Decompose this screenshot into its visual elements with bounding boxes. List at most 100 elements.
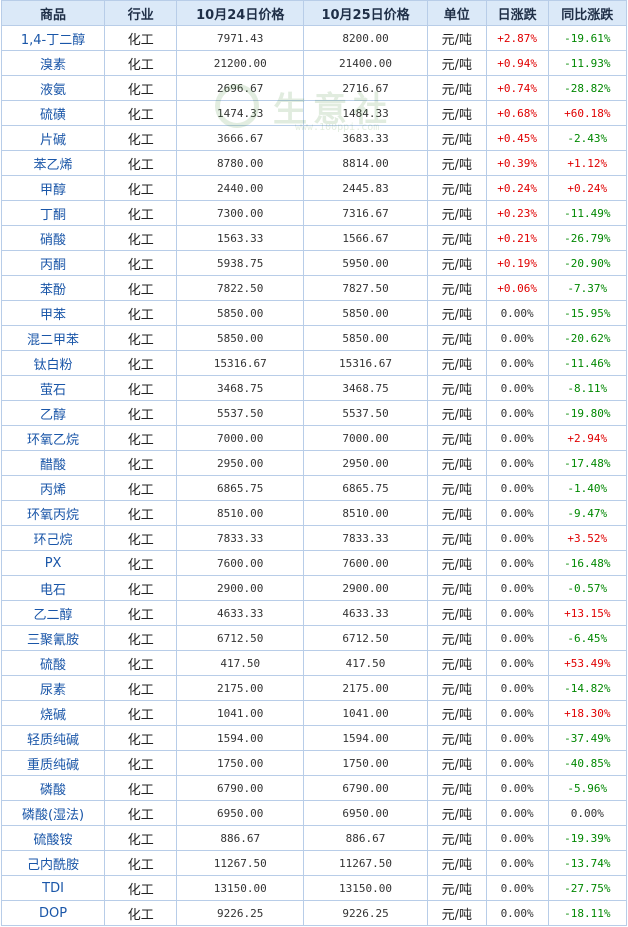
product-name-link[interactable]: 乙醇 [0,400,106,426]
daily-change-cell: +0.19% [485,250,549,276]
product-name-link[interactable]: 丙酮 [0,250,106,276]
product-name-link[interactable]: 轻质纯碱 [0,725,106,751]
price-oct25-cell: 7000.00 [303,425,428,451]
product-name-link[interactable]: 电石 [0,575,106,601]
product-name-link[interactable]: 重质纯碱 [0,750,106,776]
product-name-link[interactable]: 甲苯 [0,300,106,326]
product-name-link[interactable]: 环氧丙烷 [0,500,106,526]
daily-change-cell: +0.74% [485,75,549,101]
table-row: 硫酸铵 化工 886.67 886.67 元/吨 0.00% -19.39% [0,825,628,851]
product-name-link[interactable]: 1,4-丁二醇 [0,25,106,51]
product-name-link[interactable]: 硫磺 [0,100,106,126]
daily-change-cell: 0.00% [485,600,549,626]
unit-cell: 元/吨 [426,750,487,776]
daily-change-cell: 0.00% [485,525,549,551]
price-oct24-cell: 7822.50 [176,275,305,301]
price-oct24-cell: 2175.00 [176,675,305,701]
yoy-change-cell: -19.61% [547,25,628,51]
unit-cell: 元/吨 [426,575,487,601]
table-row: 硫酸 化工 417.50 417.50 元/吨 0.00% +53.49% [0,650,628,676]
price-oct24-cell: 1041.00 [176,700,305,726]
unit-cell: 元/吨 [426,400,487,426]
price-oct24-cell: 7600.00 [176,550,305,576]
header-unit[interactable]: 单位 [426,0,487,26]
industry-cell: 化工 [104,850,178,876]
unit-cell: 元/吨 [426,150,487,176]
yoy-change-cell: -7.37% [547,275,628,301]
product-name-link[interactable]: 己内酰胺 [0,850,106,876]
daily-change-cell: 0.00% [485,675,549,701]
product-name-link[interactable]: 磷酸 [0,775,106,801]
price-oct24-cell: 2900.00 [176,575,305,601]
header-product[interactable]: 商品 [0,0,106,26]
header-industry[interactable]: 行业 [104,0,178,26]
product-name-link[interactable]: 乙二醇 [0,600,106,626]
product-name-link[interactable]: 尿素 [0,675,106,701]
product-name-link[interactable]: 硫酸铵 [0,825,106,851]
product-name-link[interactable]: PX [0,550,106,576]
yoy-change-cell: -17.48% [547,450,628,476]
product-name-link[interactable]: TDI [0,875,106,901]
product-name-link[interactable]: 苯乙烯 [0,150,106,176]
price-oct25-cell: 2175.00 [303,675,428,701]
product-name-link[interactable]: 硝酸 [0,225,106,251]
header-price-oct24[interactable]: 10月24日价格 [176,0,305,26]
industry-cell: 化工 [104,900,178,926]
header-price-oct25[interactable]: 10月25日价格 [303,0,428,26]
product-name-link[interactable]: 钛白粉 [0,350,106,376]
yoy-change-cell: +3.52% [547,525,628,551]
daily-change-cell: +0.23% [485,200,549,226]
price-oct24-cell: 1750.00 [176,750,305,776]
product-name-link[interactable]: 三聚氰胺 [0,625,106,651]
unit-cell: 元/吨 [426,625,487,651]
unit-cell: 元/吨 [426,225,487,251]
unit-cell: 元/吨 [426,450,487,476]
product-name-link[interactable]: 丙烯 [0,475,106,501]
yoy-change-cell: -18.11% [547,900,628,926]
daily-change-cell: 0.00% [485,850,549,876]
unit-cell: 元/吨 [426,550,487,576]
industry-cell: 化工 [104,400,178,426]
header-yoy-change[interactable]: 同比涨跌 [547,0,628,26]
product-name-link[interactable]: 混二甲苯 [0,325,106,351]
product-name-link[interactable]: 液氨 [0,75,106,101]
product-name-link[interactable]: 醋酸 [0,450,106,476]
yoy-change-cell: -11.46% [547,350,628,376]
product-name-link[interactable]: 硫酸 [0,650,106,676]
daily-change-cell: 0.00% [485,825,549,851]
yoy-change-cell: +53.49% [547,650,628,676]
price-oct24-cell: 11267.50 [176,850,305,876]
price-oct24-cell: 2950.00 [176,450,305,476]
product-name-link[interactable]: 丁酮 [0,200,106,226]
yoy-change-cell: -6.45% [547,625,628,651]
yoy-change-cell: -11.49% [547,200,628,226]
product-name-link[interactable]: 环氧乙烷 [0,425,106,451]
industry-cell: 化工 [104,650,178,676]
product-name-link[interactable]: 环己烷 [0,525,106,551]
price-oct24-cell: 886.67 [176,825,305,851]
product-name-link[interactable]: 片碱 [0,125,106,151]
product-name-link[interactable]: 萤石 [0,375,106,401]
product-name-link[interactable]: 苯酚 [0,275,106,301]
industry-cell: 化工 [104,200,178,226]
product-name-link[interactable]: DOP [0,900,106,926]
product-name-link[interactable]: 烧碱 [0,700,106,726]
price-oct24-cell: 5850.00 [176,325,305,351]
product-name-link[interactable]: 甲醇 [0,175,106,201]
product-name-link[interactable]: 磷酸(湿法) [0,800,106,826]
header-daily-change[interactable]: 日涨跌 [485,0,549,26]
industry-cell: 化工 [104,675,178,701]
product-name-link[interactable]: 溴素 [0,50,106,76]
table-row: 丙烯 化工 6865.75 6865.75 元/吨 0.00% -1.40% [0,475,628,501]
price-oct25-cell: 5537.50 [303,400,428,426]
daily-change-cell: 0.00% [485,475,549,501]
yoy-change-cell: -14.82% [547,675,628,701]
table-row: 钛白粉 化工 15316.67 15316.67 元/吨 0.00% -11.46% [0,350,628,376]
unit-cell: 元/吨 [426,475,487,501]
yoy-change-cell: +60.18% [547,100,628,126]
industry-cell: 化工 [104,775,178,801]
price-oct24-cell: 5850.00 [176,300,305,326]
daily-change-cell: +0.94% [485,50,549,76]
price-oct25-cell: 8814.00 [303,150,428,176]
